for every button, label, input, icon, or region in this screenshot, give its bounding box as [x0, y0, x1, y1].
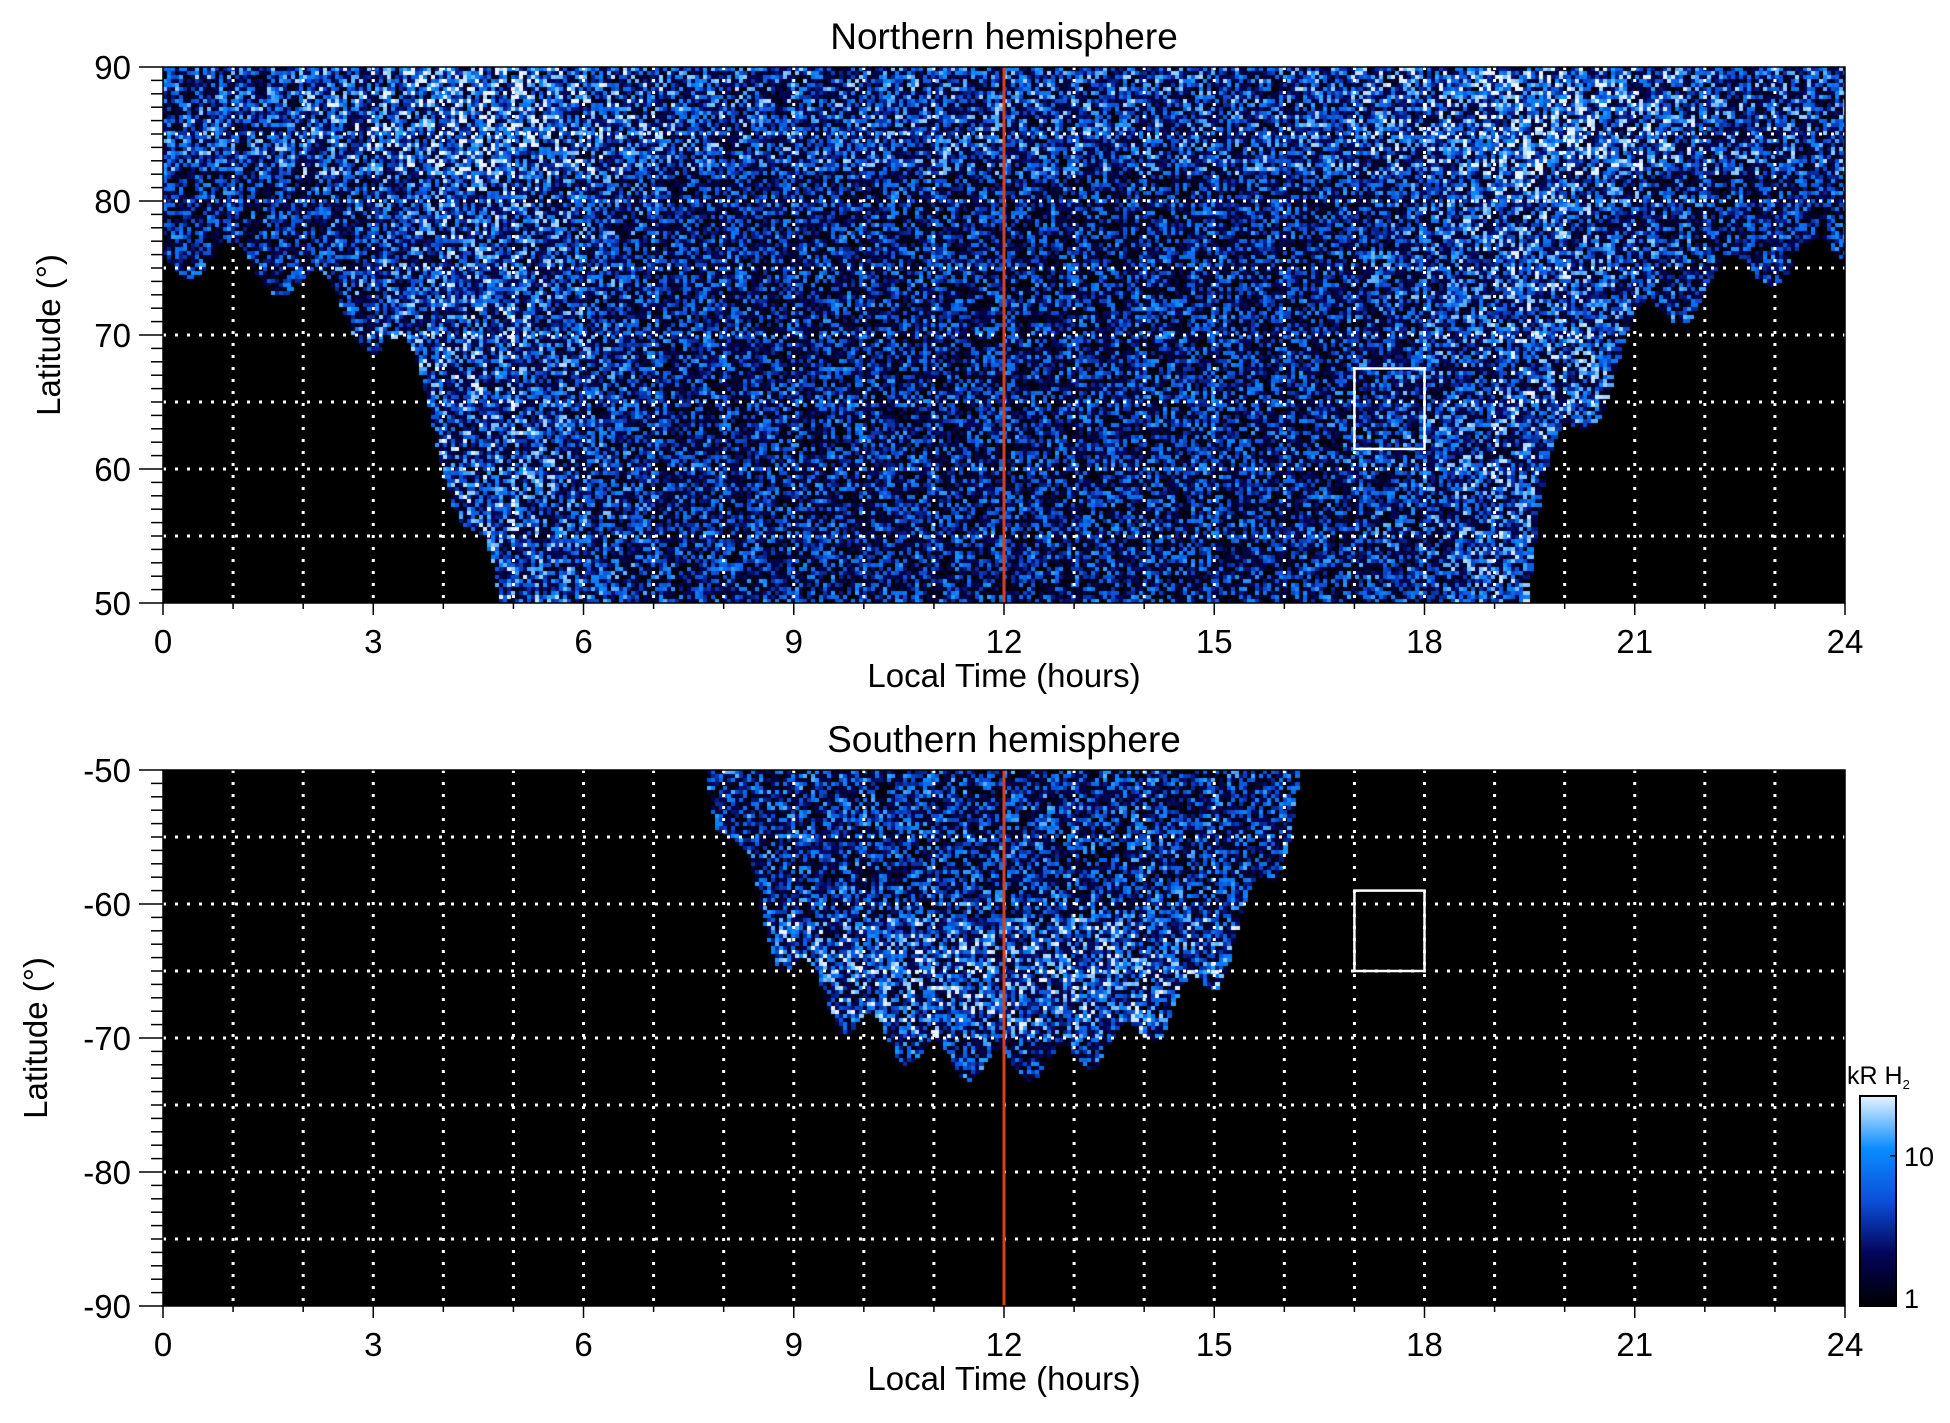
colorbar-label-main: kR H: [1847, 1062, 1903, 1090]
colorbar: 1 10 kR H2: [1847, 1062, 1934, 1314]
x-tick-label: 0: [154, 1326, 172, 1363]
south-panel: 0 3 6 9 12 15 18 21 24 -50 -60 -70 -80 -90 Southern he…: [17, 719, 1863, 1397]
chart-title: Southern hemisphere: [827, 719, 1181, 760]
colorbar-tick-label: 10: [1904, 1142, 1934, 1172]
y-tick-label: 70: [94, 317, 131, 354]
north-panel: 0 3 6 9 12 15 18 21 24 50 60 70 80 90 Northern hemisph…: [30, 16, 1863, 694]
y-tick-label: 80: [94, 183, 131, 220]
y-tick-label: -80: [83, 1154, 131, 1191]
y-tick-label: 60: [94, 451, 131, 488]
x-tick-label: 9: [785, 1326, 803, 1363]
x-tick-label: 21: [1616, 1326, 1653, 1363]
x-tick-label: 12: [986, 623, 1023, 660]
colorbar-label-subscript: 2: [1903, 1077, 1910, 1092]
x-tick-label: 3: [364, 623, 382, 660]
x-tick-label: 15: [1196, 1326, 1233, 1363]
y-tick-label: 50: [94, 585, 131, 622]
x-tick-label: 18: [1406, 1326, 1443, 1363]
x-tick-label: 9: [785, 623, 803, 660]
x-tick-label: 21: [1616, 623, 1653, 660]
x-tick-label: 12: [986, 1326, 1023, 1363]
y-axis-label: Latitude (°): [30, 254, 67, 416]
region-box: [1353, 889, 1426, 973]
y-tick-label: -60: [83, 886, 131, 923]
x-tick-label: 15: [1196, 623, 1233, 660]
x-tick-label: 24: [1827, 623, 1864, 660]
y-tick-label: -70: [83, 1020, 131, 1057]
x-tick-label: 6: [574, 623, 592, 660]
x-axis-label: Local Time (hours): [867, 657, 1140, 694]
region-box: [1353, 367, 1426, 451]
x-tick-label: 3: [364, 1326, 382, 1363]
x-tick-label: 0: [154, 623, 172, 660]
y-axis-label: Latitude (°): [17, 957, 54, 1119]
x-tick-label: 24: [1827, 1326, 1864, 1363]
x-tick-label: 18: [1406, 623, 1443, 660]
colorbar-tick-label: 1: [1904, 1284, 1919, 1314]
y-tick-label: -90: [83, 1288, 131, 1325]
y-tick-label: -50: [83, 752, 131, 789]
colorbar-bar: [1859, 1095, 1897, 1307]
x-axis-label: Local Time (hours): [867, 1360, 1140, 1397]
colorbar-label: kR H2: [1847, 1062, 1910, 1092]
y-tick-label: 90: [94, 49, 131, 86]
x-tick-label: 6: [574, 1326, 592, 1363]
chart-title: Northern hemisphere: [830, 16, 1178, 57]
